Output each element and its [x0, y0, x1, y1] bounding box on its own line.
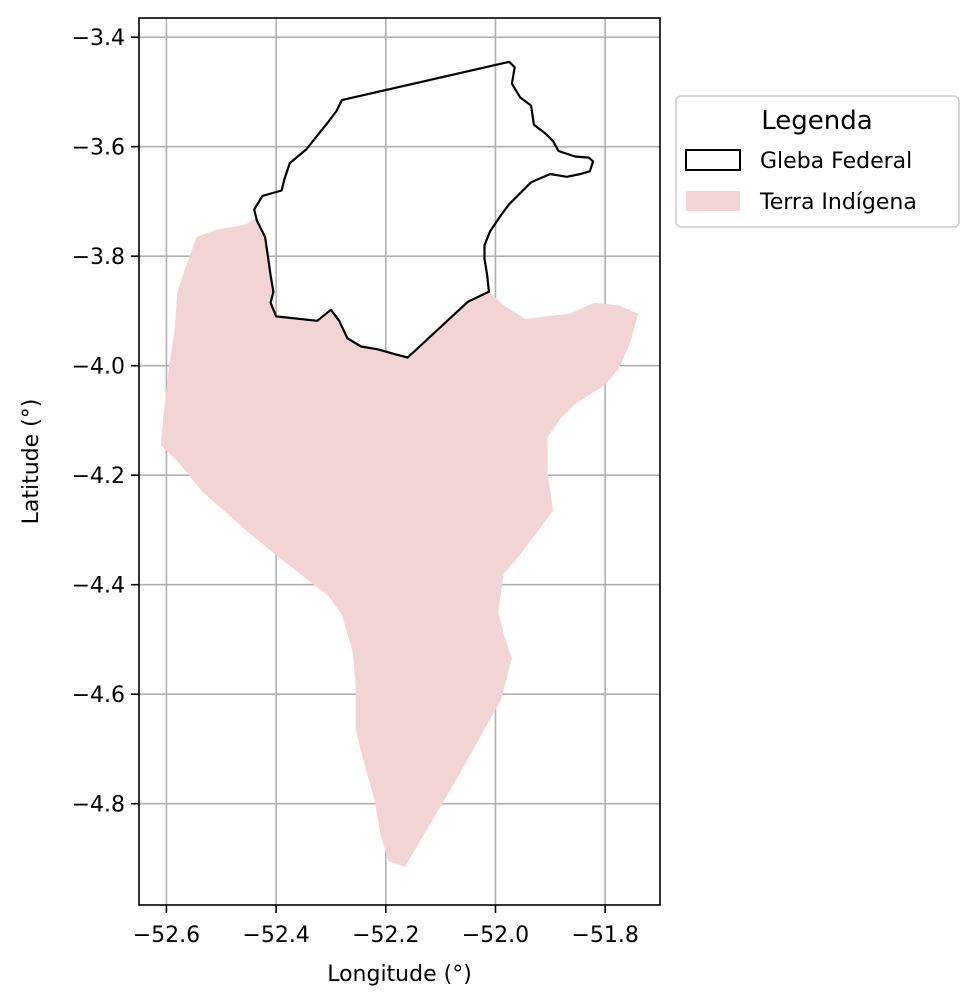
y-tick-label-5: −4.4	[72, 574, 125, 599]
y-tick-label-6: −4.6	[72, 683, 125, 708]
x-tick-label-2: −52.2	[352, 923, 419, 948]
legend-title: Legenda	[761, 106, 872, 136]
y-tick-label-1: −3.6	[72, 136, 125, 161]
y-tick-label-7: −4.8	[72, 793, 125, 818]
y-tick-label-0: −3.4	[72, 26, 125, 51]
axes-frame	[138, 17, 661, 906]
terra-indigena-polygon	[160, 218, 639, 867]
x-tick-label-3: −52.0	[462, 923, 529, 948]
legend-swatch-terra-indigena	[686, 191, 740, 211]
y-axis-label: Latitude (°)	[19, 399, 44, 525]
x-tick-label-0: −52.6	[133, 923, 200, 948]
y-tick-label-2: −3.8	[72, 245, 125, 270]
gleba-federal-polygon	[253, 60, 595, 359]
legend-box	[675, 95, 960, 228]
legend: Legenda Gleba Federal Terra Indígena	[675, 95, 960, 228]
legend-swatch-gleba-federal	[685, 149, 741, 171]
x-tick-label-4: −51.8	[571, 923, 638, 948]
legend-label-terra-indigena: Terra Indígena	[759, 190, 917, 215]
gleba-federal-layer	[253, 60, 595, 359]
axis-ticks: −52.6 −52.4 −52.2 −52.0 −51.8 −3.4 −3.6 −3.8 −4.…	[72, 26, 639, 948]
y-tick-label-4: −4.2	[72, 464, 125, 489]
y-tick-label-3: −4.0	[72, 355, 125, 380]
legend-label-gleba-federal: Gleba Federal	[760, 149, 912, 174]
terra-indigena-layer	[160, 218, 639, 867]
x-tick-label-1: −52.4	[242, 923, 309, 948]
x-axis-label: Longitude (°)	[327, 962, 472, 987]
